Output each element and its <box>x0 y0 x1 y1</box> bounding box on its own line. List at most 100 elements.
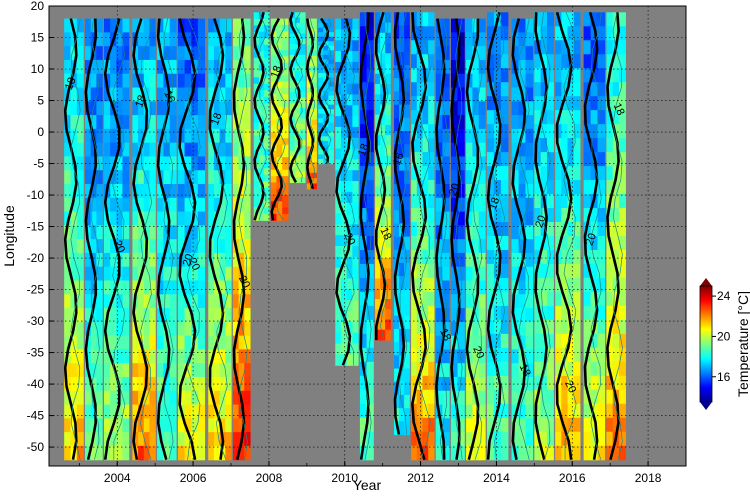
section-cell <box>85 445 92 461</box>
section-cell <box>583 431 592 447</box>
section-cell <box>561 236 569 251</box>
section-cell <box>197 349 206 364</box>
section-cell <box>457 128 465 144</box>
section-cell <box>394 104 400 119</box>
section-cell <box>450 363 459 378</box>
section-cell <box>335 137 342 150</box>
section-cell <box>466 87 473 102</box>
section-cell <box>132 46 139 61</box>
section-cell <box>511 87 520 102</box>
contour-line-20 <box>583 11 599 460</box>
section-cell <box>525 211 534 226</box>
section-cell <box>466 280 473 295</box>
section-cell <box>435 335 443 351</box>
section-cell <box>597 180 606 195</box>
section-cell <box>416 138 424 153</box>
section-cell <box>289 113 296 120</box>
section-cell <box>289 38 296 45</box>
section-cell <box>590 403 599 419</box>
section-cell <box>253 181 260 189</box>
section-cell <box>346 61 353 74</box>
section-cell <box>64 404 72 419</box>
section-cell <box>311 140 317 147</box>
section-cell <box>191 418 199 433</box>
section-cell <box>122 280 130 295</box>
contour-line-thin <box>518 18 530 460</box>
section-cell <box>157 363 164 378</box>
section-cell <box>64 115 72 130</box>
section-cell <box>76 73 84 89</box>
colorbar-tick-label: 20 <box>717 329 731 343</box>
section-cell <box>573 110 581 125</box>
section-cell <box>472 73 480 89</box>
section-cell <box>197 59 206 75</box>
section-cell <box>394 315 400 330</box>
section-cell <box>478 197 486 213</box>
section-cell <box>258 83 265 91</box>
section-cell <box>394 38 400 53</box>
section-cell <box>328 159 334 165</box>
section-cell <box>352 170 359 182</box>
section-cell <box>486 152 495 167</box>
section-cell <box>573 180 581 195</box>
section-cell <box>411 305 418 321</box>
section-cell <box>546 319 554 335</box>
section-cell <box>612 96 620 111</box>
section-cell <box>450 115 459 130</box>
section-cell <box>318 122 324 128</box>
section-cell <box>263 155 270 163</box>
section-cell <box>85 115 92 130</box>
section-cell <box>486 291 495 307</box>
section-cell <box>169 445 177 461</box>
section-cell <box>122 73 130 89</box>
section-cell <box>177 73 186 89</box>
section-cell <box>366 291 374 307</box>
contour-line-thin <box>380 12 389 341</box>
section-cell <box>213 252 221 268</box>
section-cell <box>534 96 542 111</box>
section-cell <box>346 51 353 63</box>
section-cell <box>478 128 486 144</box>
section-cell <box>184 418 192 433</box>
section-cell <box>270 62 278 70</box>
section-cell <box>70 46 78 61</box>
section-cell <box>311 23 317 30</box>
section-cell <box>493 208 502 223</box>
section-cell <box>606 152 614 167</box>
section-cell <box>177 184 186 199</box>
section-cell <box>253 122 260 130</box>
section-cell <box>366 124 374 139</box>
section-cell <box>366 12 374 27</box>
section-cell <box>116 321 124 337</box>
section-cell <box>472 225 480 240</box>
section-cell <box>486 26 495 41</box>
section-cell <box>311 39 317 46</box>
contour-line-20 <box>606 12 620 461</box>
section-cell <box>64 321 72 337</box>
section-cell <box>380 309 386 321</box>
section-cell <box>103 142 111 158</box>
section-cell <box>493 82 502 97</box>
section-cell <box>534 333 542 349</box>
section-cell <box>486 361 495 377</box>
section-cell <box>335 246 342 258</box>
section-cell <box>143 308 151 323</box>
section-cell <box>90 142 97 158</box>
section-cell <box>232 418 240 433</box>
section-cell <box>518 308 527 323</box>
section-cell <box>478 404 486 419</box>
section-cell <box>85 308 92 323</box>
section-cell <box>597 110 606 125</box>
section-cell <box>561 82 569 97</box>
section-cell <box>385 309 391 321</box>
section-cell <box>103 32 111 47</box>
section-cell <box>253 161 260 169</box>
section-cell <box>590 208 599 223</box>
section-cell <box>375 176 381 187</box>
section-cell <box>85 184 92 199</box>
section-cell <box>619 375 626 391</box>
section-cell <box>486 54 495 69</box>
section-cell <box>561 138 569 153</box>
section-cell <box>612 54 620 69</box>
